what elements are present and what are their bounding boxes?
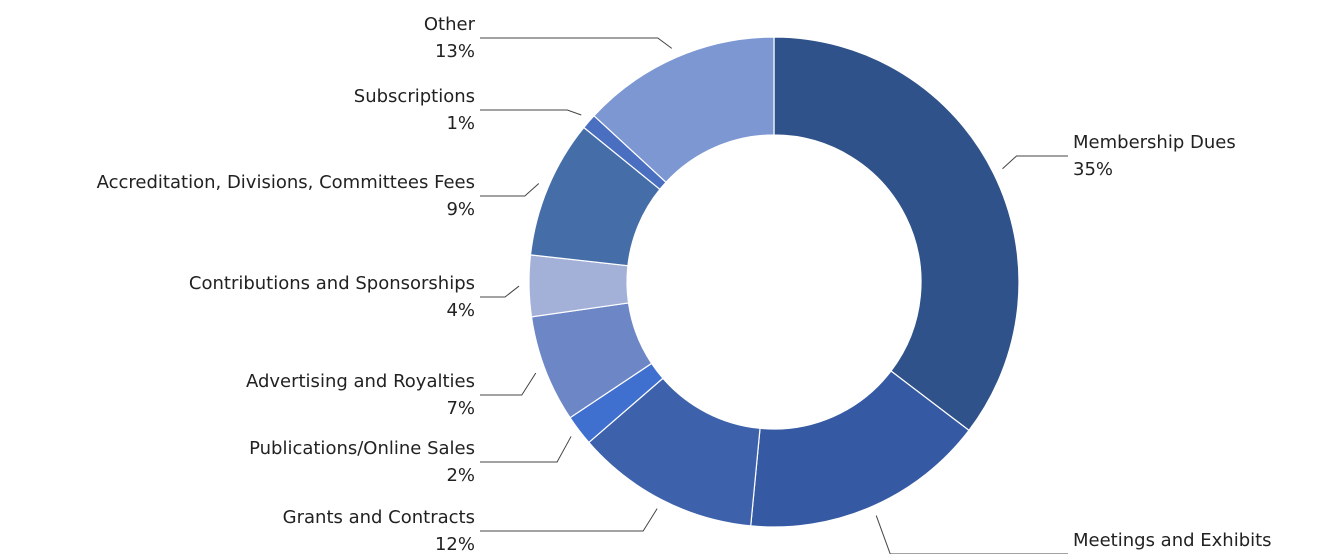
slice-label: Subscriptions [354, 86, 475, 107]
slice-value-label: 2% [446, 465, 475, 486]
slice-value-label: 9% [446, 199, 475, 220]
slice-label: Publications/Online Sales [249, 438, 475, 459]
slice-value-label: 12% [435, 534, 475, 554]
leader-line [480, 372, 537, 396]
leader-line [875, 515, 1068, 554]
slice-value-label: 35% [1073, 159, 1113, 180]
leader-line [480, 109, 582, 116]
slice-value-label: 1% [446, 113, 475, 134]
donut-slice [773, 36, 1020, 432]
slice-label: Membership Dues [1073, 132, 1236, 153]
leader-line [480, 436, 572, 463]
slice-label: Other [424, 14, 476, 35]
slice-label: Advertising and Royalties [246, 371, 475, 392]
donut-slice [750, 370, 970, 528]
slice-label: Grants and Contracts [283, 507, 475, 528]
leader-line [480, 37, 673, 49]
slice-label: Meetings and Exhibits [1073, 530, 1272, 551]
leader-line [1002, 155, 1068, 170]
slice-label: Accreditation, Divisions, Committees Fee… [97, 172, 475, 193]
slice-value-label: 7% [446, 398, 475, 419]
leader-line [480, 285, 520, 298]
leader-line [480, 508, 658, 532]
donut-slice [593, 36, 775, 184]
slice-value-label: 13% [435, 41, 475, 62]
slice-label: Contributions and Sponsorships [189, 273, 475, 294]
leader-line [480, 183, 540, 197]
slice-value-label: 4% [446, 300, 475, 321]
